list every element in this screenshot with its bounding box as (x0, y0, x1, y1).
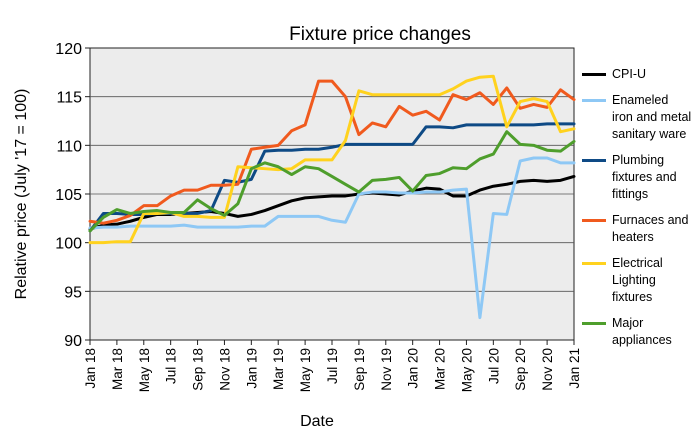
x-tick-label: Jan 18 (83, 348, 98, 389)
x-tick-label: Sep 18 (191, 348, 206, 391)
legend-label: CPI-U (612, 67, 647, 81)
y-tick-label: 95 (64, 284, 82, 301)
legend-label: Plumbing fixtures and fittings (612, 153, 677, 201)
legend-swatch (582, 159, 606, 162)
x-tick-label: Jan 19 (244, 348, 259, 389)
legend-item: Major appliances (582, 315, 692, 349)
legend-swatch (582, 73, 606, 76)
legend-label: Enameled iron and metal sanitary ware (612, 93, 692, 141)
x-axis-label: Date (300, 413, 334, 430)
legend-label: Furnaces and heaters (612, 213, 689, 244)
y-tick-label: 105 (55, 187, 82, 204)
x-tick-label: Jul 18 (164, 348, 179, 384)
legend-label: Electrical Lighting fixtures (612, 256, 663, 304)
x-tick-label: May 20 (459, 348, 474, 392)
x-tick-label: Mar 19 (271, 348, 286, 390)
legend-swatch (582, 99, 606, 102)
x-axis-ticks: Jan 18 Mar 18 May 18 Jul 18 Sep 18 Nov 18 Jan … (83, 340, 582, 392)
x-tick-label: Mar 18 (110, 348, 125, 390)
y-tick-label: 120 (55, 41, 82, 58)
legend-swatch (582, 262, 606, 265)
y-tick-label: 110 (56, 138, 82, 155)
legend: CPI-U Enameled iron and metal sanitary wa… (582, 66, 692, 358)
y-axis-ticks: 90 95 100 105 110 115 120 (55, 41, 90, 350)
x-tick-label: Jan 20 (406, 348, 421, 389)
x-tick-label: May 18 (137, 348, 152, 392)
x-tick-label: Nov 20 (540, 348, 555, 391)
legend-swatch (582, 219, 606, 222)
series-line-5 (88, 130, 576, 233)
series-line-3 (88, 79, 576, 225)
y-axis-label: Relative price (July '17 = 100) (13, 89, 30, 300)
legend-item: Plumbing fixtures and fittings (582, 152, 692, 203)
chart-title: Fixture price changes (289, 24, 471, 45)
y-tick-label: 90 (64, 333, 82, 350)
series-lines (88, 74, 576, 320)
x-tick-label: Sep 20 (513, 348, 528, 391)
x-tick-label: Jul 20 (486, 348, 501, 384)
series-line-1 (88, 156, 576, 320)
legend-swatch (582, 322, 606, 325)
y-tick-label: 115 (56, 90, 82, 107)
x-tick-label: Mar 20 (433, 348, 448, 390)
legend-item: CPI-U (582, 66, 692, 83)
legend-item: Electrical Lighting fixtures (582, 255, 692, 306)
x-tick-label: Sep 19 (352, 348, 367, 391)
x-tick-label: Jul 19 (325, 348, 340, 384)
x-tick-label: Nov 19 (379, 348, 394, 391)
x-tick-label: Nov 18 (217, 348, 232, 391)
gridlines (90, 96, 574, 292)
legend-item: Enameled iron and metal sanitary ware (582, 92, 692, 143)
y-tick-label: 100 (55, 236, 82, 253)
legend-label: Major appliances (612, 316, 672, 347)
legend-item: Furnaces and heaters (582, 212, 692, 246)
x-tick-label: May 19 (298, 348, 313, 392)
x-tick-label: Jan 21 (567, 348, 582, 389)
